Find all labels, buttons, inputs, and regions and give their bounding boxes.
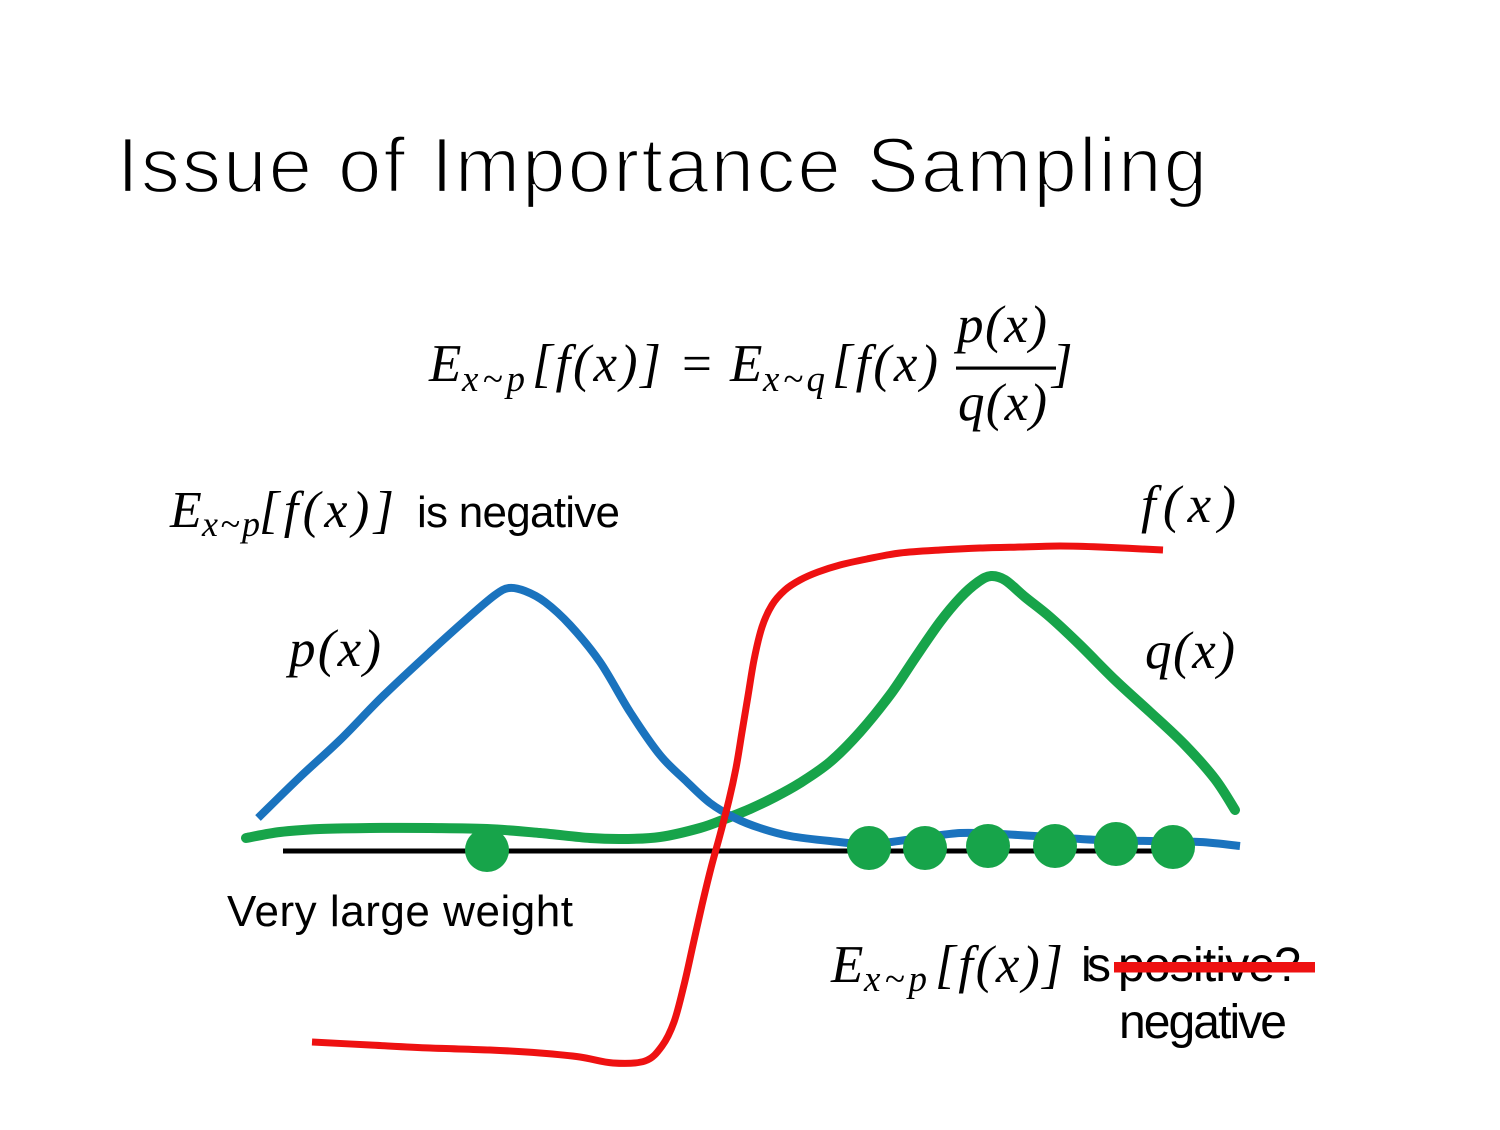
svg-text:E: E (428, 335, 461, 393)
svg-text:p(x): p(x) (953, 296, 1047, 354)
svg-text:x~q: x~q (762, 359, 825, 400)
svg-text:negative: negative (1119, 996, 1287, 1049)
svg-text:x~p: x~p (863, 959, 927, 1000)
svg-text:is negative: is negative (417, 488, 620, 537)
svg-text:E: E (169, 482, 202, 539)
svg-text:x~p: x~p (461, 359, 525, 400)
svg-text:[f(x)]: [f(x)] (532, 335, 661, 393)
svg-text:is: is (1081, 939, 1111, 992)
svg-text:=: = (682, 335, 712, 393)
svg-text:]: ] (1050, 335, 1073, 393)
svg-text:[f(x): [f(x) (832, 335, 938, 393)
svg-text:Very large weight: Very large weight (227, 887, 573, 936)
svg-text:[f(x)]: [f(x)] (935, 936, 1063, 994)
svg-text:p(x): p(x) (285, 620, 381, 678)
svg-text:q(x): q(x) (1145, 622, 1235, 680)
svg-text:E: E (830, 936, 863, 994)
svg-text:q(x): q(x) (958, 374, 1047, 432)
svg-text:Issue of Importance Sampling: Issue of Importance Sampling (117, 121, 1207, 209)
svg-text:f(x): f(x) (1141, 476, 1236, 534)
svg-text:x~p: x~p (201, 504, 260, 544)
svg-text:E: E (729, 335, 762, 393)
